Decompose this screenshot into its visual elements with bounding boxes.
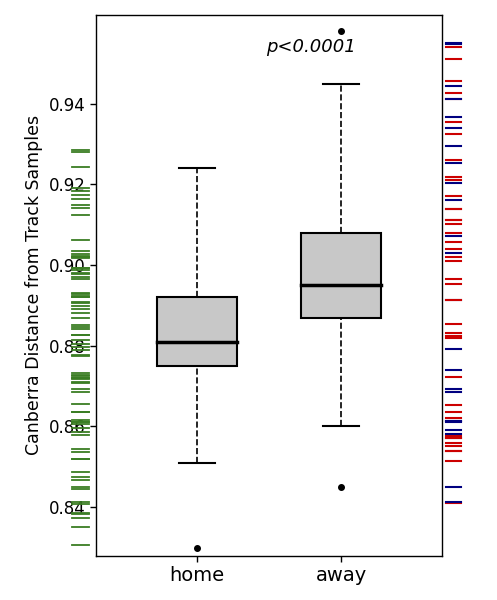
Text: p<0.0001: p<0.0001 <box>266 38 355 56</box>
Bar <box>302 233 381 317</box>
Y-axis label: Canberra Distance from Track Samples: Canberra Distance from Track Samples <box>25 115 43 455</box>
Bar <box>157 298 237 366</box>
